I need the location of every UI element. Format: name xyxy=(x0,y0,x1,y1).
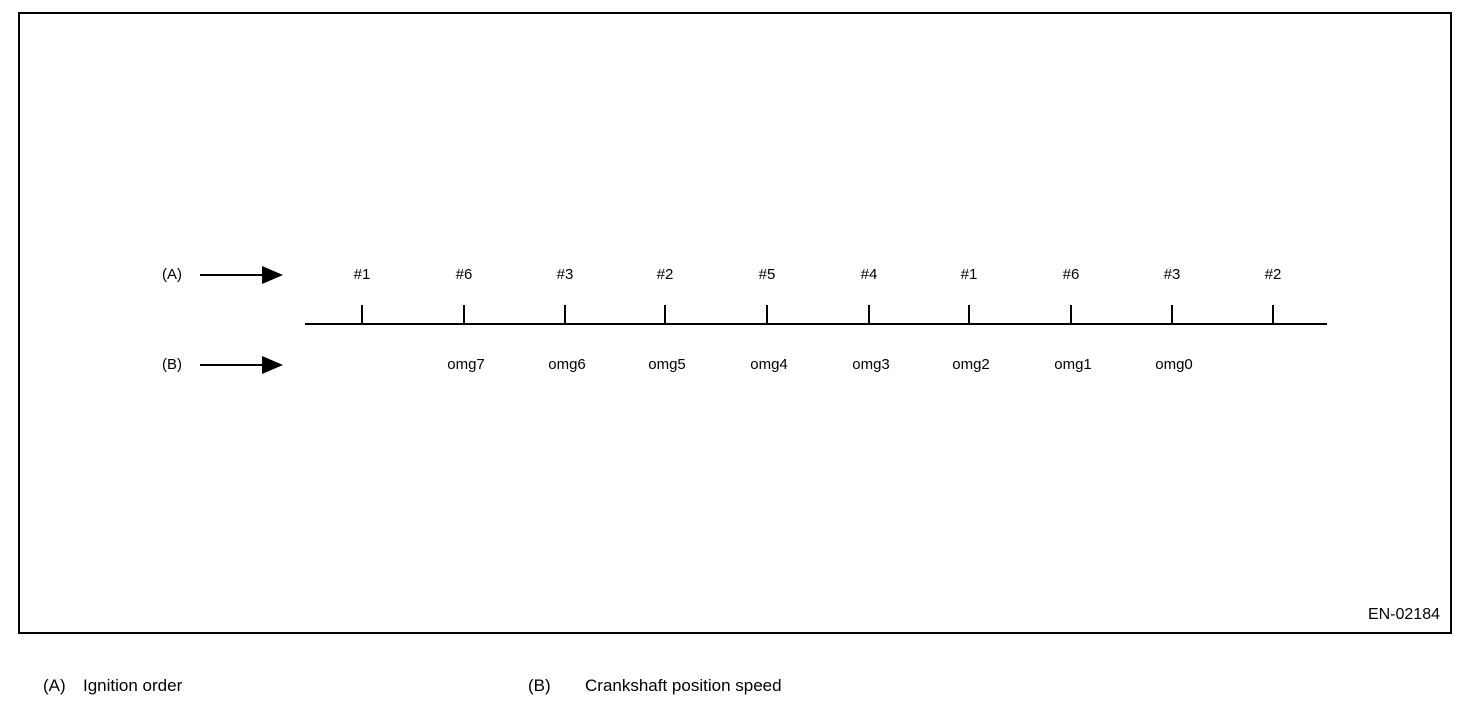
row-b-arrowhead-icon xyxy=(262,356,283,374)
ignition-label: #2 xyxy=(656,266,674,283)
tick-mark xyxy=(564,305,566,324)
tick-mark xyxy=(868,305,870,324)
tick-mark xyxy=(664,305,666,324)
row-a-marker: (A) xyxy=(162,266,182,283)
legend-marker-b: (B) xyxy=(528,676,551,695)
ignition-label: #6 xyxy=(455,266,473,283)
row-a-arrow-icon xyxy=(200,274,262,276)
crank-label: omg3 xyxy=(852,356,890,373)
tick-mark xyxy=(766,305,768,324)
legend-marker-a: (A) xyxy=(43,676,66,695)
ignition-label: #4 xyxy=(860,266,878,283)
diagram-frame: (A) (B) #1 #6 #3 #2 #5 #4 #1 #6 #3 #2 omg7 omg6 omg… xyxy=(18,12,1452,634)
tick-mark xyxy=(1272,305,1274,324)
row-a-arrowhead-icon xyxy=(262,266,283,284)
crank-label: omg4 xyxy=(750,356,788,373)
tick-mark xyxy=(463,305,465,324)
ignition-label: #6 xyxy=(1062,266,1080,283)
timeline-axis xyxy=(305,323,1327,325)
tick-mark xyxy=(968,305,970,324)
crank-label: omg0 xyxy=(1155,356,1193,373)
tick-mark xyxy=(1070,305,1072,324)
legend-label-crankshaft-position-speed: Crankshaft position speed xyxy=(585,676,782,695)
ignition-label: #3 xyxy=(556,266,574,283)
crank-label: omg7 xyxy=(447,356,485,373)
ignition-label: #1 xyxy=(960,266,978,283)
legend-label-ignition-order: Ignition order xyxy=(83,676,183,695)
ignition-label: #5 xyxy=(758,266,776,283)
ignition-label: #1 xyxy=(353,266,371,283)
row-b-arrow-icon xyxy=(200,364,262,366)
crank-label: omg5 xyxy=(648,356,686,373)
tick-mark xyxy=(1171,305,1173,324)
crank-label: omg1 xyxy=(1054,356,1092,373)
tick-mark xyxy=(361,305,363,324)
ignition-label: #2 xyxy=(1264,266,1282,283)
crank-label: omg2 xyxy=(952,356,990,373)
crank-label: omg6 xyxy=(548,356,586,373)
ignition-label: #3 xyxy=(1163,266,1181,283)
row-b-marker: (B) xyxy=(162,356,182,373)
figure-code: EN-02184 xyxy=(1367,606,1440,623)
